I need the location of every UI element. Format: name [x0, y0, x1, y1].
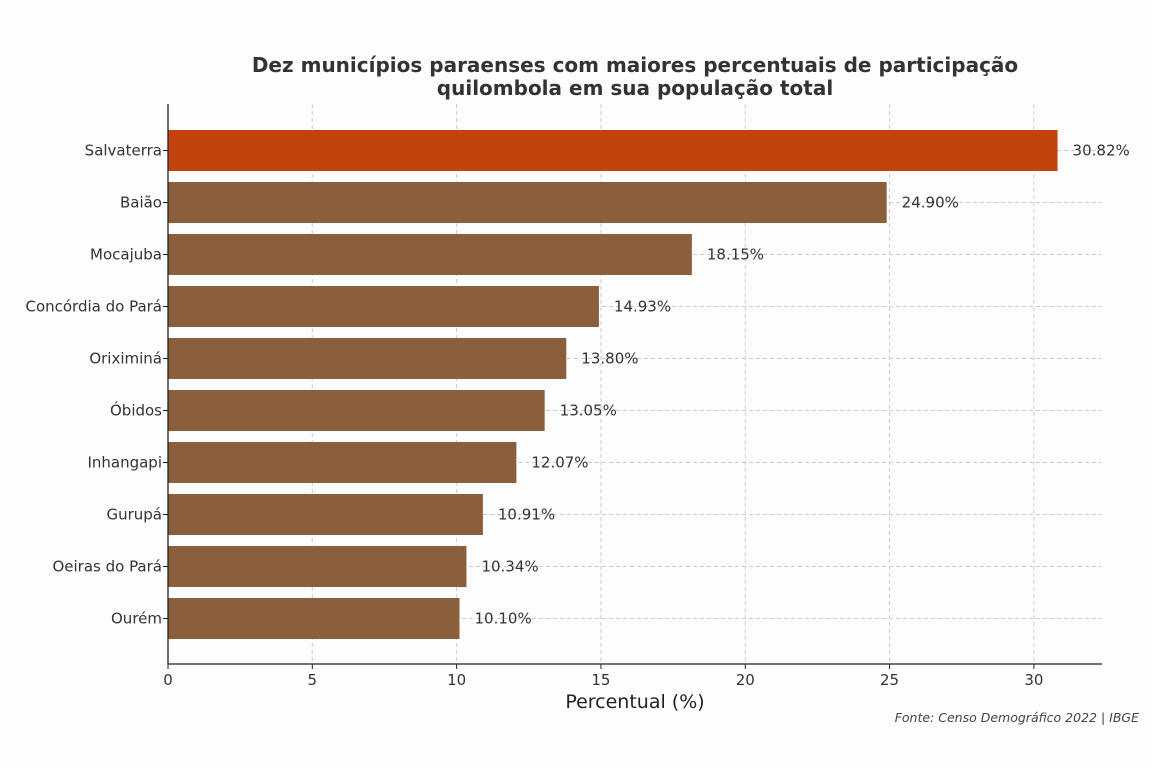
bar-0 [168, 130, 1058, 171]
chart-title-line-1: Dez municípios paraenses com maiores per… [252, 53, 1018, 77]
category-label: Baião [120, 194, 162, 212]
bar-6 [168, 442, 517, 483]
bar-1 [168, 182, 887, 223]
x-tick-label: 25 [880, 671, 899, 689]
value-label: 18.15% [707, 246, 764, 264]
x-tick-label: 0 [163, 671, 173, 689]
category-label: Ourém [111, 610, 162, 628]
bars-layer [168, 130, 1058, 639]
category-label: Inhangapi [87, 454, 162, 472]
value-label: 13.80% [581, 350, 638, 368]
value-label: 10.91% [498, 506, 555, 524]
bar-7 [168, 494, 483, 535]
category-label: Oeiras do Pará [52, 558, 162, 576]
labels-layer: 0 5 10 15 20 25 30 Salvaterra 30.82% Baião 24.90% M… [25, 142, 1129, 690]
x-tick-label: 15 [591, 671, 610, 689]
category-label: Gurupá [106, 506, 162, 524]
x-tick-label: 30 [1024, 671, 1043, 689]
x-tick-label: 20 [736, 671, 755, 689]
category-label: Óbidos [110, 401, 162, 420]
bar-5 [168, 390, 545, 431]
bar-3 [168, 286, 599, 327]
value-label: 10.10% [475, 610, 532, 628]
x-axis-title: Percentual (%) [565, 691, 704, 713]
category-label: Mocajuba [90, 246, 162, 264]
value-label: 12.07% [531, 454, 588, 472]
value-label: 13.05% [560, 402, 617, 420]
bar-8 [168, 546, 467, 587]
value-label: 10.34% [481, 558, 538, 576]
value-label: 24.90% [902, 194, 959, 212]
value-label: 14.93% [614, 298, 671, 316]
chart-title-line-2: quilombola em sua população total [437, 76, 833, 100]
category-label: Oriximiná [89, 350, 162, 368]
axis-layer [163, 104, 1102, 669]
bar-9 [168, 598, 460, 639]
x-tick-label: 10 [447, 671, 466, 689]
bar-4 [168, 338, 567, 379]
bar-2 [168, 234, 692, 275]
category-label: Salvaterra [85, 142, 162, 160]
value-label: 30.82% [1073, 142, 1130, 160]
category-label: Concórdia do Pará [25, 298, 162, 316]
source-note: Fonte: Censo Demográfico 2022 | IBGE [895, 710, 1139, 725]
x-tick-label: 5 [308, 671, 318, 689]
